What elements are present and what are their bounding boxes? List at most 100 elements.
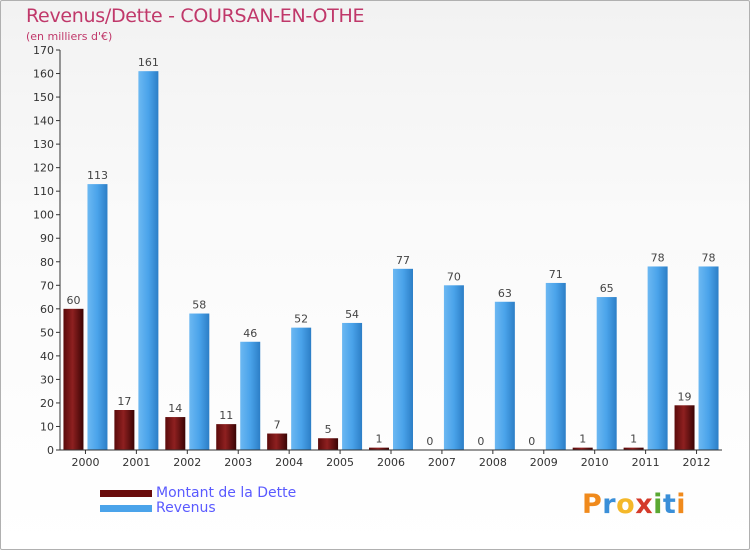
data-label: 63: [498, 287, 512, 300]
y-tick-label: 90: [40, 232, 54, 245]
y-tick-label: 80: [40, 256, 54, 269]
data-label: 161: [138, 56, 159, 69]
x-tick-label: 2006: [377, 456, 405, 469]
data-label: 71: [549, 268, 563, 281]
y-tick-label: 40: [40, 350, 54, 363]
bar-debt: [63, 308, 84, 450]
y-tick-label: 120: [33, 162, 54, 175]
legend-item-debt: Montant de la Dette: [100, 486, 296, 501]
data-label: 78: [702, 251, 716, 264]
y-tick-label: 0: [47, 444, 54, 457]
x-tick-label: 2008: [479, 456, 507, 469]
bar-revenus: [87, 184, 108, 450]
bar-revenus: [596, 297, 617, 450]
logo-letter: i: [676, 489, 687, 520]
proxiti-logo: Proxiti: [582, 489, 686, 520]
legend-label-debt: Montant de la Dette: [156, 485, 297, 501]
data-label: 60: [66, 294, 80, 307]
bar-revenus: [393, 268, 413, 450]
y-tick-label: 140: [33, 115, 54, 128]
bar-revenus: [138, 71, 159, 451]
data-label: 0: [528, 435, 535, 448]
x-axis: 2000 2001 2002 2003 2004 2005 2006 2007 2008 2009…: [60, 449, 722, 469]
bar-debt: [674, 405, 695, 450]
x-tick-label: 2012: [683, 456, 711, 469]
legend-label-revenus: Revenus: [156, 500, 216, 516]
data-label: 11: [219, 409, 233, 422]
bar-debt: [623, 447, 644, 450]
y-tick-label: 50: [40, 326, 54, 339]
bar-debt: [114, 410, 135, 450]
data-label: 113: [87, 169, 108, 182]
x-tick-label: 2002: [173, 456, 201, 469]
y-tick-label: 150: [33, 91, 54, 104]
chart-title: Revenus/Dette - COURSAN-EN-OTHE: [26, 5, 365, 27]
bar-revenus: [342, 322, 363, 450]
x-tick-label: 2000: [71, 456, 99, 469]
bar-debt: [369, 447, 389, 450]
y-tick-label: 130: [33, 138, 54, 151]
y-tick-label: 160: [33, 68, 54, 81]
x-tick-label: 2007: [428, 456, 456, 469]
data-label: 58: [192, 299, 206, 312]
chart-subtitle: (en milliers d'€): [26, 30, 113, 43]
bar-debt: [165, 417, 186, 450]
legend-item-revenus: Revenus: [100, 501, 296, 516]
x-tick-label: 2009: [530, 456, 558, 469]
x-tick-label: 2011: [632, 456, 660, 469]
bar-revenus: [443, 285, 464, 450]
logo-letter: P: [582, 489, 603, 520]
x-tick-label: 2004: [275, 456, 303, 469]
bar-revenus: [240, 341, 261, 450]
data-label: 65: [600, 282, 614, 295]
data-label: 5: [325, 423, 332, 436]
data-label: 1: [579, 433, 586, 446]
bar-revenus: [189, 313, 210, 450]
y-tick-label: 20: [40, 397, 54, 410]
bar-debt: [572, 447, 593, 450]
data-label: 70: [447, 270, 461, 283]
data-label: 1: [376, 433, 383, 446]
bar-debt: [216, 424, 237, 450]
data-label: 7: [274, 419, 281, 432]
data-label: 14: [168, 402, 182, 415]
x-tick-label: 2003: [224, 456, 252, 469]
bar-debt: [318, 438, 339, 450]
bar-revenus: [494, 301, 515, 450]
y-axis: 0 10 20 30 40 50 60 70 80 90 100 110 120 130 140 150 160…: [33, 44, 61, 457]
y-tick-label: 170: [33, 44, 54, 57]
legend: Montant de la Dette Revenus: [100, 486, 296, 516]
data-label: 19: [678, 390, 692, 403]
logo-letter: i: [653, 489, 663, 520]
bar-revenus: [291, 327, 312, 450]
bar-debt: [267, 433, 288, 450]
data-label: 0: [477, 435, 484, 448]
y-tick-label: 60: [40, 303, 54, 316]
data-label: 46: [243, 327, 257, 340]
data-label: 77: [396, 254, 410, 267]
logo-letter: r: [602, 489, 617, 520]
bar-revenus: [545, 282, 566, 450]
data-label: 0: [426, 435, 433, 448]
legend-swatch-debt: [100, 489, 152, 497]
logo-letter: x: [635, 489, 654, 520]
data-label: 78: [651, 251, 665, 264]
y-tick-label: 100: [33, 209, 54, 222]
y-tick-label: 110: [33, 185, 54, 198]
data-label: 54: [345, 308, 359, 321]
legend-swatch-revenus: [100, 504, 152, 512]
y-tick-label: 30: [40, 373, 54, 386]
x-tick-label: 2010: [581, 456, 609, 469]
bar-revenus: [698, 266, 719, 450]
logo-letter: t: [662, 489, 677, 520]
x-tick-label: 2005: [326, 456, 354, 469]
data-label: 17: [117, 395, 131, 408]
x-tick-label: 2001: [122, 456, 150, 469]
bars: 60 113 17 161 14 58 11 46 7 52 5 54 1 77 0 70 0 63 0 71 1 65 1…: [63, 56, 719, 451]
y-tick-label: 70: [40, 279, 54, 292]
y-tick-label: 10: [40, 420, 54, 433]
bar-revenus: [647, 266, 668, 450]
data-label: 1: [630, 433, 637, 446]
